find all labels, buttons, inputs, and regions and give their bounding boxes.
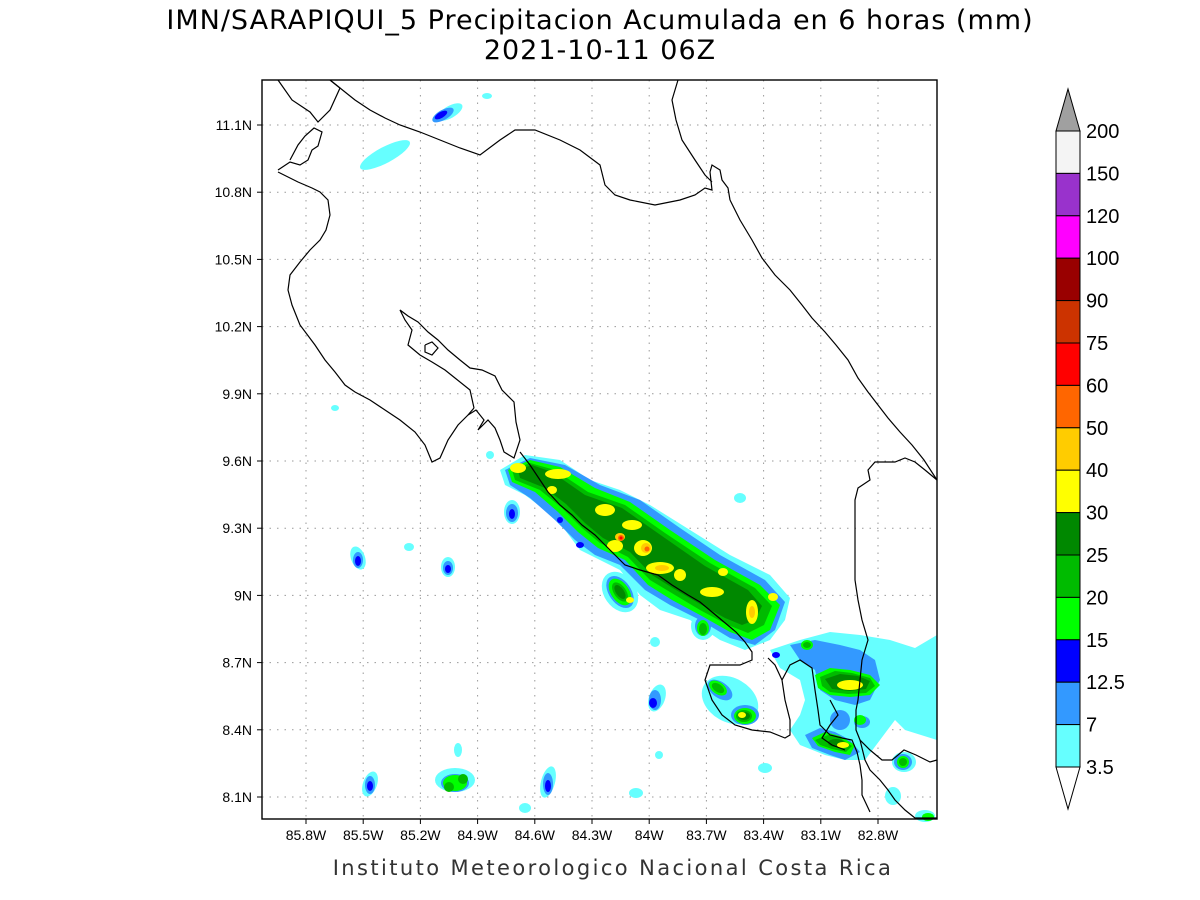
colorbar-label: 200	[1086, 121, 1119, 143]
colorbar-box	[1055, 130, 1081, 174]
colorbar-label: 100	[1086, 248, 1119, 270]
colorbar-label: 7	[1086, 715, 1097, 737]
latitude-labels: 11.1N 10.8N 10.5N 10.2N 9.9N 9.6N 9.3N 9N 8.7N 8.…	[215, 117, 262, 805]
map-title: IMN/SARAPIQUI_5 Precipitacion Acumulada …	[166, 5, 1034, 36]
lon-label: 82.8W	[858, 827, 899, 843]
lat-label: 9.9N	[222, 386, 252, 402]
colorbar-box	[1055, 172, 1081, 217]
colorbar-label: 75	[1086, 333, 1108, 355]
colorbar-box	[1055, 681, 1081, 726]
colorbar-label: 25	[1086, 545, 1108, 567]
lon-label: 85.2W	[400, 827, 441, 843]
colorbar-box	[1055, 257, 1081, 302]
lat-label: 10.2N	[215, 319, 252, 335]
lat-label: 9.6N	[222, 453, 252, 469]
colorbar-bottom-triangle	[1055, 766, 1081, 811]
colorbar-label: 40	[1086, 460, 1108, 482]
colorbar-box	[1055, 596, 1081, 641]
colorbar-box	[1055, 554, 1081, 598]
lat-label: 10.5N	[215, 251, 252, 267]
colorbar-label: 120	[1086, 206, 1119, 228]
lat-label: 9N	[234, 587, 252, 603]
lon-label: 83.4W	[743, 827, 784, 843]
lon-label: 85.5W	[343, 827, 384, 843]
colorbar-label: 60	[1086, 375, 1108, 397]
colorbar-box	[1055, 427, 1081, 471]
lon-label: 84.9W	[457, 827, 498, 843]
colorbar-box	[1055, 384, 1081, 429]
map-datetime: 2021-10-11 06Z	[483, 35, 717, 66]
lon-label: 84.3W	[572, 827, 613, 843]
lon-label: 84.6W	[515, 827, 556, 843]
colorbar-label: 3.5	[1086, 757, 1114, 779]
colorbar-box	[1055, 215, 1081, 259]
credit-footer: Instituto Meteorologico Nacional Costa R…	[332, 856, 894, 880]
lon-label: 85.8W	[286, 827, 327, 843]
colorbar-box	[1055, 724, 1081, 768]
lon-label: 83.1W	[801, 827, 842, 843]
colorbar-box	[1055, 300, 1081, 344]
longitude-labels: 85.8W 85.5W 85.2W 84.9W 84.6W 84.3W 84W 83.7W 83…	[286, 819, 899, 843]
colorbar-label: 150	[1086, 163, 1119, 185]
colorbar-label: 15	[1086, 630, 1108, 652]
colorbar-box	[1055, 639, 1081, 683]
colorbar-label: 12.5	[1086, 672, 1125, 694]
colorbar: 200 150 120 100 90 75 60 50 40 30 25 20 15 12.5 7 3.5	[1055, 87, 1125, 811]
colorbar-label: 50	[1086, 418, 1108, 440]
lat-label: 9.3N	[222, 520, 252, 536]
colorbar-top-triangle	[1055, 87, 1081, 132]
lat-label: 10.8N	[215, 184, 252, 200]
lat-label: 8.1N	[222, 789, 252, 805]
colorbar-label: 20	[1086, 587, 1108, 609]
precipitation-field	[331, 93, 937, 822]
map-frame	[261, 79, 938, 820]
lon-label: 84W	[635, 827, 665, 843]
lat-label: 8.7N	[222, 655, 252, 671]
coastline-borders	[277, 79, 938, 819]
lat-label: 11.1N	[216, 117, 252, 133]
lon-label: 83.7W	[686, 827, 727, 843]
colorbar-label: 90	[1086, 291, 1108, 313]
colorbar-label: 30	[1086, 503, 1108, 525]
colorbar-box	[1055, 342, 1081, 386]
colorbar-box	[1055, 469, 1081, 514]
colorbar-box	[1055, 512, 1081, 556]
lat-label: 8.4N	[222, 722, 252, 738]
